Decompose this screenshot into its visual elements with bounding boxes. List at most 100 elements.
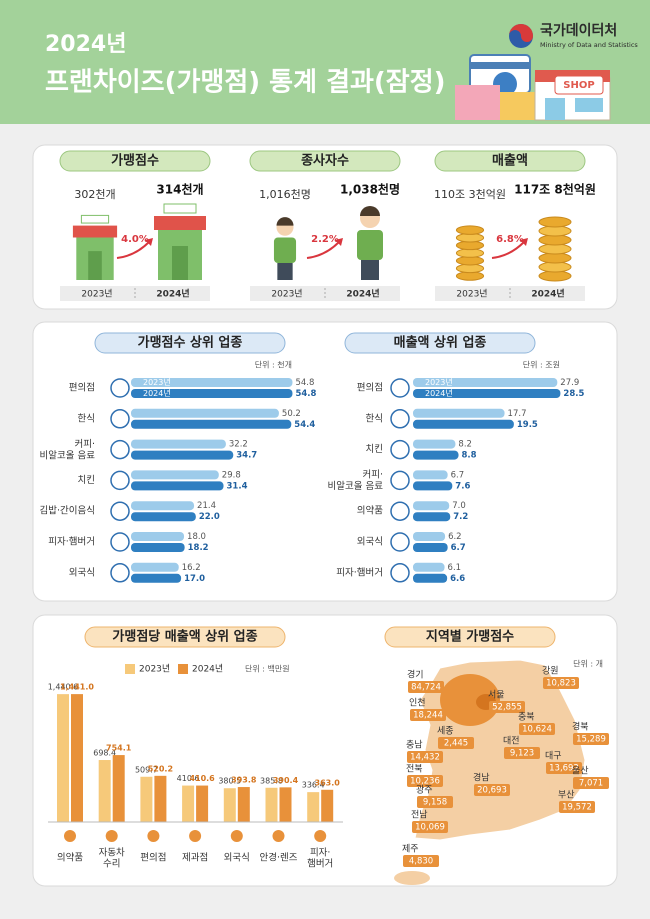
bar	[413, 501, 450, 511]
value-label: 6.2	[448, 532, 462, 542]
region-name: 경기	[407, 669, 424, 681]
value-label: 8.2	[458, 440, 472, 450]
summary-after: 314천개	[156, 182, 203, 197]
bar	[413, 419, 514, 429]
bar	[413, 532, 446, 541]
bar	[196, 785, 209, 822]
bar	[413, 450, 459, 460]
legend-label: 2023년	[425, 377, 453, 387]
category-label: 피자·햄버거	[48, 536, 95, 548]
person-icon-body	[273, 237, 297, 263]
category-icon	[390, 532, 410, 552]
shop-sign: SHOP	[563, 80, 594, 91]
store-icon-sign	[163, 203, 197, 214]
bar	[413, 573, 448, 583]
region-value: 15,289	[576, 735, 606, 745]
unit-note: 단위 : 개	[573, 659, 603, 669]
bar	[131, 532, 185, 541]
region-value-box	[408, 681, 444, 693]
bar	[413, 562, 445, 572]
category-icon	[230, 830, 243, 842]
map-title-pill	[384, 626, 556, 648]
region-value: 10,069	[415, 823, 445, 833]
region-value-box	[410, 709, 446, 721]
category-icon	[147, 830, 160, 842]
value-label: 28.5	[563, 389, 584, 399]
bar	[131, 562, 179, 572]
bar	[131, 573, 182, 583]
category-icon	[390, 470, 410, 491]
region-value-box	[412, 821, 448, 833]
category-icon	[110, 439, 130, 460]
value-label: 18.0	[187, 532, 206, 542]
region-name: 광주	[416, 784, 433, 796]
value-label: 50.2	[282, 409, 301, 419]
region-value: 9,158	[423, 798, 447, 808]
category-icon	[110, 501, 130, 521]
region-name: 강원	[542, 666, 559, 677]
category-icon	[110, 470, 130, 491]
bar	[413, 470, 448, 480]
bar	[131, 408, 279, 418]
growth-arrowhead	[520, 238, 528, 246]
value-label: 7.2	[453, 512, 468, 522]
region-value: 10,624	[522, 725, 552, 735]
summary-title: 가맹점수	[111, 153, 159, 169]
value-label: 520.2	[148, 764, 173, 773]
legend-swatch	[125, 664, 135, 674]
region-value-box	[474, 784, 510, 796]
value-label: 22.0	[199, 512, 220, 522]
region-value-box	[519, 723, 555, 735]
bar	[131, 419, 292, 429]
value-label: 7.0	[452, 501, 466, 511]
category-label: 외국식	[69, 566, 95, 578]
bar	[131, 501, 195, 511]
region-value-box	[438, 737, 474, 749]
summary-after: 1,038천명	[340, 182, 400, 197]
category-label: 편의점	[69, 382, 95, 394]
bar	[131, 512, 196, 522]
value-label: 6.1	[448, 563, 462, 573]
value-label: 698.4	[93, 749, 116, 758]
year-label: 2023년	[456, 289, 487, 300]
region-value-box	[546, 762, 582, 774]
chart-title-pill	[94, 332, 286, 354]
category-icon	[110, 378, 130, 398]
region-value: 18,244	[413, 711, 443, 721]
bar	[223, 788, 236, 822]
region-name: 울산	[572, 766, 589, 777]
region-value-box	[504, 747, 540, 759]
category-label: 의약품	[57, 852, 83, 864]
legend-label: 2023년	[139, 664, 170, 675]
category-icon	[390, 378, 410, 398]
bar	[112, 755, 125, 822]
chart-title: 가맹점당 매출액 상위 업종	[112, 629, 257, 645]
category-icon	[390, 501, 410, 521]
region-value-box	[573, 777, 609, 789]
region-name: 대구	[545, 751, 562, 762]
region-value: 10,823	[546, 679, 576, 689]
region-name: 전북	[406, 764, 423, 775]
category-label: 커피· 비알코올 음료	[40, 438, 96, 460]
header-title: 프랜차이즈(가맹점) 통계 결과(잠정)	[45, 68, 446, 98]
summary-before: 302천개	[74, 187, 115, 201]
value-label: 34.7	[236, 451, 257, 461]
bar	[140, 776, 153, 822]
region-value: 52,855	[492, 703, 522, 713]
value-label: 7.6	[455, 481, 470, 491]
category-icon	[390, 409, 410, 429]
region-name: 경남	[473, 772, 490, 784]
summary-title: 매출액	[492, 153, 528, 169]
summary-after: 117조 8천억원	[514, 182, 596, 197]
coin-icon	[455, 225, 485, 235]
bar	[413, 378, 558, 387]
category-label: 한식	[366, 413, 383, 424]
region-value-box	[417, 796, 453, 808]
bar	[131, 439, 226, 449]
value-label: 17.7	[508, 409, 527, 419]
bar	[57, 694, 69, 822]
value-label: 1,441.0	[60, 683, 94, 692]
region-name: 경북	[572, 721, 589, 733]
legend-label: 2024년	[425, 388, 453, 398]
